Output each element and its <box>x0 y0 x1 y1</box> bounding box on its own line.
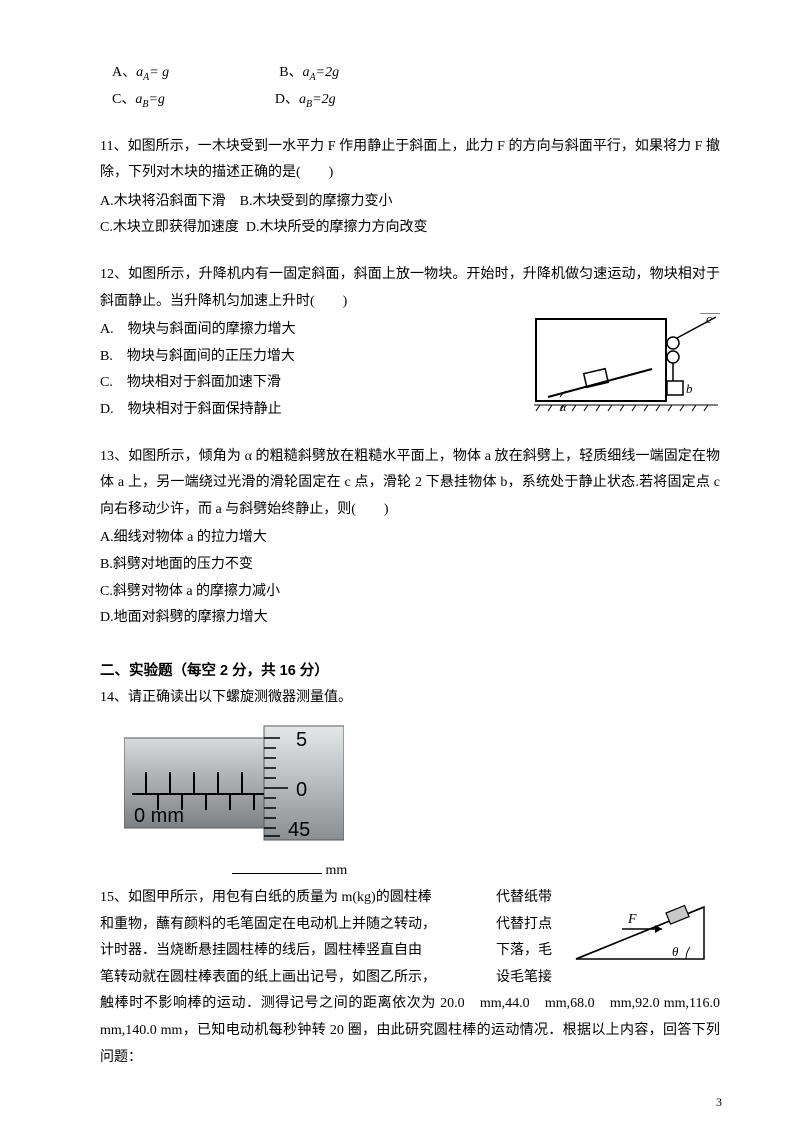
page-number: 3 <box>716 1091 722 1114</box>
opt-c-label: C、 <box>112 92 135 107</box>
opt-d-post: =2g <box>312 92 335 107</box>
opt-d: D、aB=2g <box>275 87 336 114</box>
q13-optA: A.细线对物体 a 的拉力增大 <box>100 525 720 552</box>
q13-optD: D.地面对斜劈的摩擦力增大 <box>100 605 720 632</box>
label-c: c <box>706 313 712 326</box>
q11-optD: D.木块所受的摩擦力方向改变 <box>246 220 428 235</box>
q15-text1: 15、如图甲所示，用包有白纸的质量为 m(kg)的圆柱棒 <box>100 890 432 905</box>
q15-text3: 计时器．当烧断悬挂圆柱棒的线后，圆柱棒竖直自由 <box>100 943 422 958</box>
opt-d-var: a <box>299 92 306 107</box>
question-14: 14、请正确读出以下螺旋测微器测量值。 <box>100 685 720 885</box>
opt-c-post: =g <box>148 92 164 107</box>
micrometer-figure: 0 mm 5 0 45 <box>124 718 344 848</box>
opt-d-label: D、 <box>275 92 299 107</box>
thimble-45: 45 <box>288 819 310 841</box>
opt-b: B、aA=2g <box>279 60 339 87</box>
incline-figure: F θ <box>570 889 710 974</box>
label-b: b <box>686 381 693 396</box>
q11-line1: A.木块将沿斜面下滑 B.木块受到的摩擦力变小 <box>100 189 720 216</box>
q11-line2: C.木块立即获得加速度 D.木块所受的摩擦力方向改变 <box>100 215 720 242</box>
q13-stem: 13、如图所示，倾角为 α 的粗糙斜劈放在粗糙水平面上，物体 a 放在斜劈上，轻… <box>100 444 720 524</box>
question-13: 13、如图所示，倾角为 α 的粗糙斜劈放在粗糙水平面上，物体 a 放在斜劈上，轻… <box>100 444 720 632</box>
thimble-0: 0 <box>296 779 307 801</box>
q15-right1: 代替纸带 <box>496 885 552 912</box>
elevator-figure: c b α <box>530 313 720 413</box>
question-12: 12、如图所示，升降机内有一固定斜面，斜面上放一物块。开始时，升降机做匀速运动，… <box>100 262 720 424</box>
opt-a: A、aA= g <box>112 60 169 87</box>
q15-right4: 设毛笔接 <box>496 965 552 992</box>
q15-text2: 和重物，蘸有颜料的毛笔固定在电动机上并随之转动， <box>100 917 436 932</box>
q14-stem: 14、请正确读出以下螺旋测微器测量值。 <box>100 685 720 712</box>
q13-optB: B.斜劈对地面的压力不变 <box>100 552 720 579</box>
q15-tail: 触棒时不影响棒的运动．测得记号之间的距离依次为 20.0 mm,44.0 mm,… <box>100 991 720 1071</box>
q11-optB: B.木块受到的摩擦力变小 <box>240 194 393 209</box>
q11-optA: A.木块将沿斜面下滑 <box>100 194 226 209</box>
section-2-header: 二、实验题（每空 2 分，共 16 分） <box>100 658 720 686</box>
angle-theta: θ <box>672 944 679 959</box>
opt-c: C、aB=g <box>112 87 165 114</box>
opt-a-label: A、 <box>112 65 136 80</box>
opt-b-post: =2g <box>316 65 339 80</box>
q14-answer-line: mm <box>230 858 720 885</box>
q14-unit: mm <box>326 863 348 878</box>
q15-text4: 笔转动就在圆柱棒表面的纸上画出记号，如图乙所示， <box>100 970 436 985</box>
q11-optC: C.木块立即获得加速度 <box>100 220 239 235</box>
q13-optC: C.斜劈对物体 a 的摩擦力减小 <box>100 579 720 606</box>
q15-right3: 下落，毛 <box>496 938 552 965</box>
question-15: F θ 15、如图甲所示，用包有白纸的质量为 m(kg)的圆柱棒 代替纸带 和重物… <box>100 885 720 1071</box>
blank-input[interactable] <box>232 860 322 874</box>
q12-stem: 12、如图所示，升降机内有一固定斜面，斜面上放一物块。开始时，升降机做匀速运动，… <box>100 262 720 315</box>
opt-a-post: = g <box>149 65 169 80</box>
q10-options: A、aA= g B、aA=2g C、aB=g D、aB=2g <box>100 60 720 114</box>
barrel-label: 0 mm <box>134 805 184 827</box>
force-F: F <box>627 912 637 927</box>
q11-stem: 11、如图所示，一木块受到一水平力 F 作用静止于斜面上，此力 F 的方向与斜面… <box>100 134 720 187</box>
opt-b-var: a <box>303 65 310 80</box>
thimble-5: 5 <box>296 729 307 751</box>
q15-right2: 代替打点 <box>496 912 552 939</box>
question-11: 11、如图所示，一木块受到一水平力 F 作用静止于斜面上，此力 F 的方向与斜面… <box>100 134 720 242</box>
opt-b-label: B、 <box>279 65 302 80</box>
